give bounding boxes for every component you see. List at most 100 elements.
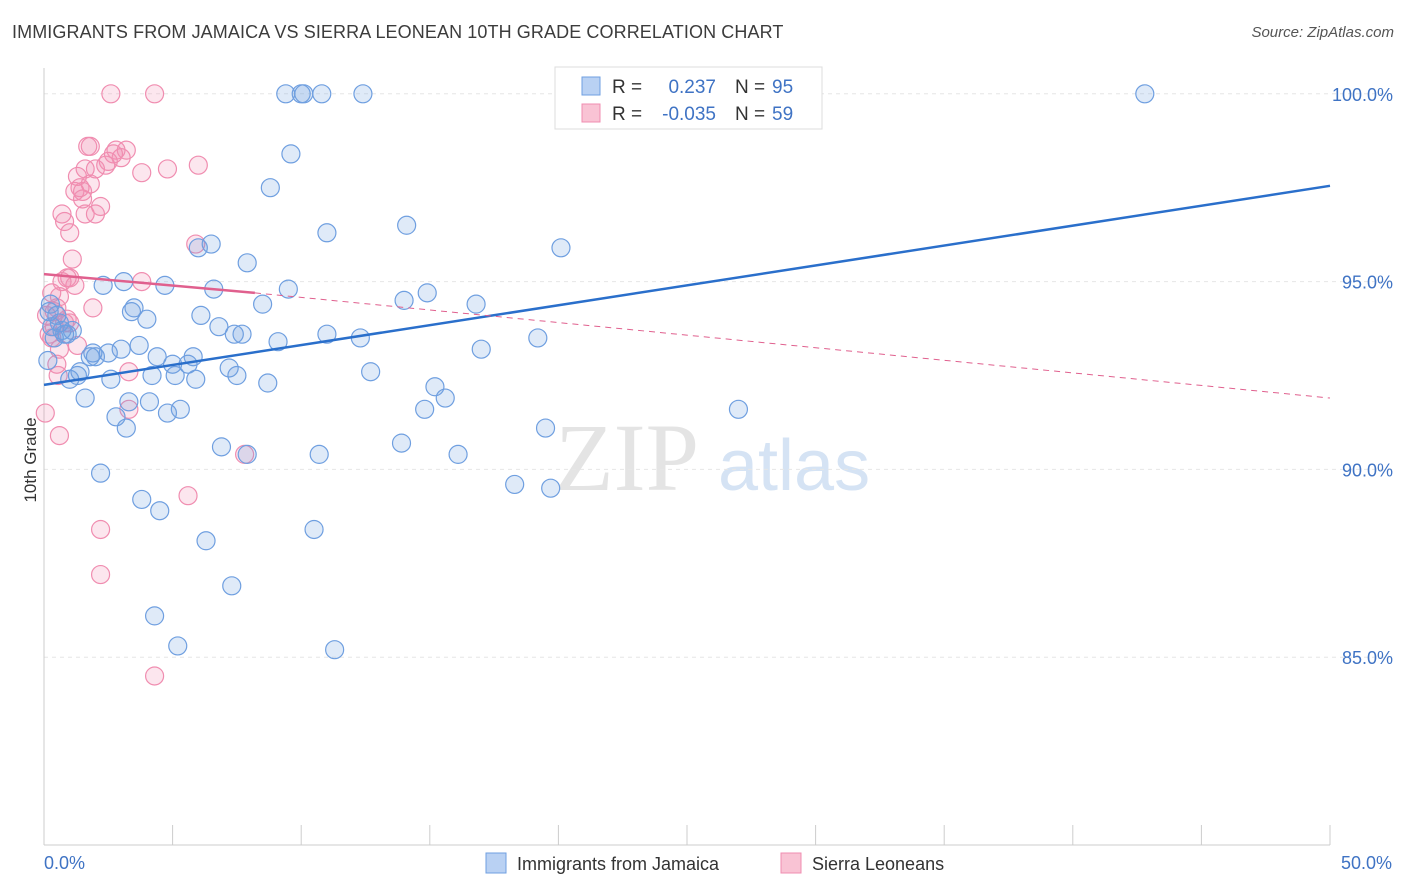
jamaica-point-70 <box>317 223 337 243</box>
sierra-point-57 <box>103 144 124 164</box>
chart-title: IMMIGRANTS FROM JAMAICA VS SIERRA LEONEA… <box>12 22 784 42</box>
stats-n-value-jamaica: 95 <box>772 77 793 98</box>
jamaica-point-33 <box>150 501 170 521</box>
jamaica-point-54 <box>232 324 252 344</box>
jamaica-point-49 <box>211 437 232 457</box>
jamaica-point-15 <box>90 463 111 483</box>
jamaica-point-87 <box>535 418 556 438</box>
jamaica-point-77 <box>397 215 417 235</box>
jamaica-point-92 <box>38 350 58 371</box>
source-credit: Source: ZipAtlas.com <box>1251 24 1394 41</box>
trendline-sierra-extension <box>254 292 1331 399</box>
trendline-sierra <box>43 272 256 295</box>
jamaica-point-94 <box>62 320 82 341</box>
jamaica-point-86 <box>528 328 548 348</box>
jamaica-point-85 <box>505 474 525 495</box>
legend-swatch-jamaica <box>485 852 507 874</box>
sierra-leoneans-points <box>35 84 255 686</box>
jamaica-point-78 <box>415 399 435 419</box>
jamaica-point-83 <box>466 294 486 314</box>
jamaica-point-57 <box>253 294 273 314</box>
jamaica-point-53 <box>227 365 247 386</box>
jamaica-point-63 <box>281 144 301 164</box>
jamaica-point-25 <box>124 298 144 318</box>
x-tick-label-min: 0.0% <box>44 853 85 873</box>
sierra-point-29 <box>90 564 111 585</box>
jamaica-point-52 <box>224 324 244 344</box>
jamaica-point-14 <box>85 347 106 367</box>
jamaica-point-17 <box>98 343 118 363</box>
jamaica-point-35 <box>157 403 178 423</box>
jamaica-point-10 <box>70 362 90 382</box>
sierra-point-21 <box>75 159 95 179</box>
stats-r-label-jamaica: R = <box>612 77 642 98</box>
sierra-point-10 <box>52 204 72 224</box>
sierra-point-20 <box>75 204 95 224</box>
sierra-point-23 <box>80 136 100 156</box>
jamaica-point-7 <box>57 324 77 344</box>
y-tick-label-2: 90.0% <box>1342 460 1393 480</box>
watermark-atlas: atlas <box>718 426 870 506</box>
jamaica-point-32 <box>147 347 167 367</box>
jamaica-point-28 <box>137 309 157 329</box>
jamaica-point-81 <box>435 388 455 408</box>
sierra-point-42 <box>157 159 178 179</box>
jamaica-point-11 <box>75 388 95 408</box>
jamaica-point-30 <box>142 365 162 386</box>
jamaica-point-31 <box>144 606 165 626</box>
trendline-jamaica <box>43 184 1331 387</box>
sierra-point-28 <box>90 519 111 540</box>
jamaica-point-68 <box>312 84 332 104</box>
jamaica-point-27 <box>132 489 152 510</box>
jamaica-point-60 <box>268 332 288 352</box>
stats-n-label-sierra: N = <box>735 104 765 125</box>
sierra-point-43 <box>178 486 198 506</box>
jamaica-point-29 <box>139 392 160 412</box>
stats-swatch-sierra <box>581 103 601 123</box>
jamaica-point-62 <box>278 279 298 299</box>
jamaica-point-56 <box>237 444 257 464</box>
jamaica-point-58 <box>258 373 278 393</box>
jamaica-point-44 <box>191 305 211 326</box>
jamaica-point-69 <box>317 324 337 344</box>
sierra-point-0 <box>35 403 55 423</box>
sierra-point-19 <box>72 181 93 202</box>
jamaica-point-65 <box>294 84 314 104</box>
y-tick-label-0: 100.0% <box>1332 85 1393 105</box>
jamaica-point-45 <box>196 531 216 551</box>
jamaica-point-88 <box>541 478 561 498</box>
jamaica-point-23 <box>119 392 139 412</box>
sierra-point-27 <box>90 196 111 217</box>
legend-label-sierra: Sierra Leoneans <box>812 854 944 874</box>
jamaica-point-90 <box>728 399 749 419</box>
axes <box>43 68 1331 846</box>
jamaica-point-55 <box>237 253 257 273</box>
jamaica-point-75 <box>391 433 412 453</box>
legend-label-jamaica: Immigrants from Jamaica <box>517 854 720 874</box>
jamaica-point-42 <box>186 369 206 389</box>
jamaica-point-66 <box>304 519 324 540</box>
sierra-point-49 <box>49 339 70 359</box>
jamaica-point-50 <box>219 358 239 378</box>
stats-n-value-sierra: 59 <box>772 104 793 125</box>
jamaica-point-89 <box>551 238 571 258</box>
sierra-point-11 <box>54 211 75 232</box>
jamaica-point-91 <box>1135 84 1155 104</box>
jamaica-point-22 <box>116 418 136 438</box>
stats-r-value-sierra: -0.035 <box>662 104 716 125</box>
sierra-point-41 <box>144 666 165 686</box>
sierra-point-16 <box>65 181 85 202</box>
jamaica-point-79 <box>417 283 437 303</box>
jamaica-point-71 <box>325 640 345 660</box>
jamaica-point-3 <box>47 305 67 326</box>
watermark-zip: ZIP <box>555 404 699 511</box>
jamaica-point-59 <box>260 178 280 198</box>
legend: Immigrants from Jamaica Sierra Leoneans <box>485 852 944 874</box>
sierra-point-56 <box>83 298 103 318</box>
jamaica-point-51 <box>222 576 242 596</box>
stats-r-value-jamaica: 0.237 <box>668 77 716 98</box>
sierra-point-53 <box>65 275 85 295</box>
jamaica-point-26 <box>129 335 149 356</box>
x-tick-label-max: 50.0% <box>1341 853 1392 873</box>
trendlines <box>43 184 1331 399</box>
